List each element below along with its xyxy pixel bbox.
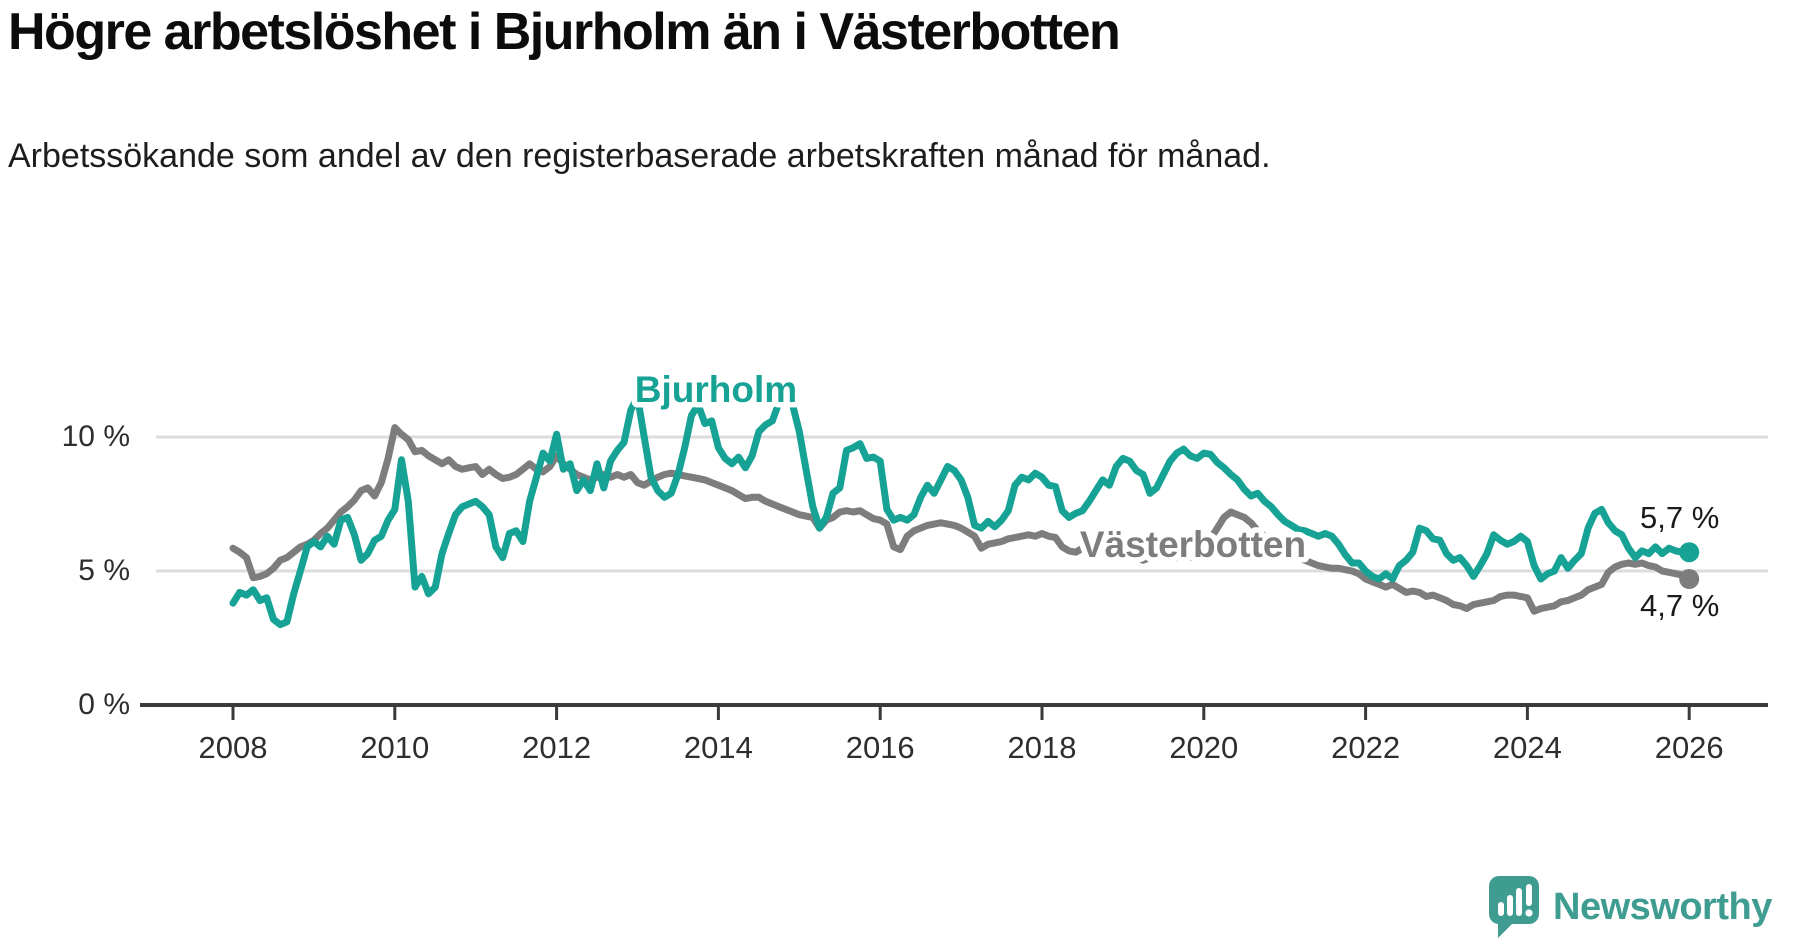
x-tick-label: 2020 <box>1169 730 1239 765</box>
x-tick-label: 2022 <box>1331 730 1401 765</box>
x-tick-label: 2014 <box>683 730 753 765</box>
x-tick-label: 2008 <box>198 730 268 765</box>
bjurholm-series-label: Bjurholm <box>635 369 797 410</box>
bjurholm-end-dot <box>1679 542 1700 563</box>
newsworthy-logo: Newsworthy <box>1488 874 1772 940</box>
västerbotten-end-dot <box>1679 569 1700 590</box>
latest-value-label-bjurholm: 5,7 % <box>1640 500 1720 535</box>
y-tick-label: 10 % <box>61 420 130 453</box>
x-tick-label: 2026 <box>1654 730 1724 765</box>
chart-title: Högre arbetslöshet i Bjurholm än i Väste… <box>8 3 1121 61</box>
västerbotten-series-label: Västerbotten <box>1080 524 1306 565</box>
x-tick-label: 2018 <box>1007 730 1077 765</box>
newsworthy-logo-icon <box>1489 876 1539 938</box>
y-tick-label: 0 % <box>78 688 130 721</box>
västerbotten-line <box>229 424 1693 615</box>
latest-value-label-vasterbotten: 4,7 % <box>1640 588 1720 623</box>
y-tick-label: 5 % <box>78 554 130 587</box>
bjurholm-line <box>229 393 1693 629</box>
x-tick-label: 2024 <box>1492 730 1562 765</box>
x-tick-label: 2016 <box>845 730 915 765</box>
chart-subtitle: Arbetssökande som andel av den registerb… <box>8 137 1271 175</box>
newsworthy-logo-text: Newsworthy <box>1553 885 1772 928</box>
x-tick-label: 2010 <box>360 730 430 765</box>
x-tick-label: 2012 <box>522 730 592 765</box>
